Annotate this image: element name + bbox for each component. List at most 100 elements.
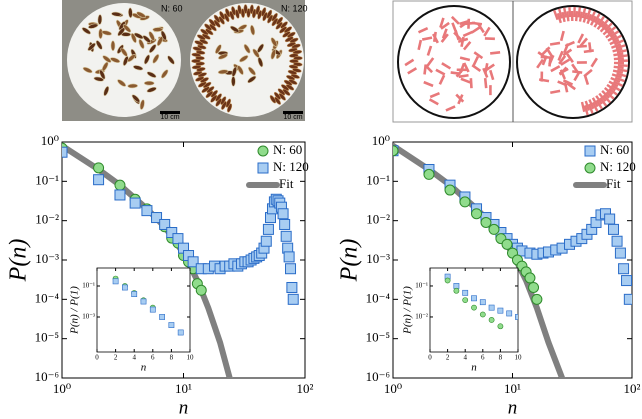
- y-tick-label: 10⁻⁴: [366, 290, 391, 305]
- legend-marker: [585, 163, 595, 173]
- y-axis-label: P(n) / P(1): [402, 286, 414, 335]
- rod: [153, 27, 163, 31]
- data-point: [498, 308, 503, 313]
- data-point: [196, 285, 206, 295]
- plot-area: [97, 268, 190, 352]
- rod: [618, 59, 628, 62]
- data-point: [489, 305, 494, 310]
- data-point: [471, 305, 476, 310]
- rod: [144, 81, 154, 85]
- y-tick-label: 10⁻³: [82, 313, 95, 321]
- y-tick-label: 10⁻¹: [82, 282, 95, 290]
- simulation-arena: [398, 6, 510, 118]
- x-tick-label: 2: [446, 354, 450, 362]
- data-point: [622, 276, 632, 286]
- data-point: [605, 214, 615, 224]
- photo-label: N: 60: [161, 3, 183, 13]
- data-point: [529, 282, 539, 292]
- data-point: [489, 224, 499, 234]
- scale-label: 10 cm: [160, 114, 179, 121]
- data-point: [261, 236, 271, 246]
- data-point: [57, 147, 67, 157]
- data-point: [263, 224, 273, 234]
- data-point: [288, 294, 298, 304]
- x-tick-label: 0: [95, 354, 99, 362]
- data-point: [445, 185, 455, 195]
- y-axis-label: P(n): [337, 239, 363, 283]
- data-point: [284, 252, 294, 262]
- y-tick-label: 10⁻²: [415, 313, 428, 321]
- x-tick-label: 10: [515, 354, 523, 362]
- data-point: [608, 224, 618, 234]
- y-tick-label: 10⁻¹: [35, 172, 59, 187]
- rod: [457, 68, 467, 71]
- data-point: [94, 175, 104, 185]
- data-point: [471, 296, 476, 301]
- y-tick-label: 10⁻²: [366, 212, 390, 227]
- y-tick-label: 10⁻⁵: [35, 330, 59, 345]
- rod: [485, 37, 495, 40]
- x-tick-label: 4: [132, 354, 136, 362]
- data-point: [115, 190, 125, 200]
- x-tick-label: 10²: [624, 381, 641, 396]
- y-tick-label: 10⁰: [41, 133, 59, 148]
- figure: N: 60 N: 120 10 cm 10 cm 10⁰10¹10²10⁻⁶10…: [0, 0, 642, 419]
- legend-marker: [258, 163, 268, 173]
- x-tick-label: 10²: [297, 381, 314, 396]
- photo-label: N: 120: [281, 3, 308, 13]
- data-point: [480, 312, 485, 317]
- x-tick-label: 6: [151, 354, 155, 362]
- legend-label: N: 120: [273, 159, 309, 174]
- y-tick-label: 10⁻⁶: [35, 369, 59, 384]
- rod: [571, 11, 574, 21]
- y-tick-label: 10⁻³: [35, 251, 59, 266]
- data-point: [280, 219, 290, 229]
- rod: [99, 29, 103, 39]
- data-point: [463, 290, 468, 295]
- data-point: [624, 294, 634, 304]
- data-point: [525, 273, 535, 283]
- data-point: [502, 239, 512, 249]
- data-point: [173, 234, 183, 244]
- photo-dish: [190, 3, 304, 117]
- data-point: [454, 288, 459, 293]
- legend-label: Fit: [606, 176, 621, 191]
- data-point: [445, 278, 450, 283]
- legend-label: N: 60: [273, 142, 302, 157]
- y-tick-label: 10⁻⁵: [366, 330, 390, 345]
- rod: [128, 84, 138, 88]
- data-point: [160, 314, 165, 319]
- y-tick-label: 10⁻⁶: [366, 369, 390, 384]
- data-point: [141, 299, 146, 304]
- rod: [231, 76, 235, 86]
- x-tick-label: 8: [170, 354, 174, 362]
- y-axis-label: P(n) / P(1): [69, 286, 81, 335]
- data-point: [281, 231, 291, 241]
- legend-label: N: 60: [600, 142, 629, 157]
- x-tick-label: 6: [481, 354, 485, 362]
- data-point: [115, 180, 125, 190]
- y-tick-label: 10⁻⁴: [35, 290, 60, 305]
- data-point: [142, 206, 152, 216]
- data-point: [94, 163, 104, 173]
- data-point: [472, 209, 482, 219]
- rod: [489, 85, 492, 95]
- data-point: [122, 285, 127, 290]
- y-tick-label: 10⁻²: [35, 212, 59, 227]
- legend-marker: [258, 146, 268, 156]
- x-tick-label: 10: [187, 354, 195, 362]
- data-point: [278, 209, 288, 219]
- legend-label: Fit: [279, 176, 294, 191]
- data-point: [130, 198, 140, 208]
- data-point: [150, 307, 155, 312]
- rod: [128, 8, 133, 18]
- rod: [98, 14, 102, 24]
- x-tick-label: 8: [499, 354, 503, 362]
- data-point: [454, 283, 459, 288]
- data-point: [612, 236, 622, 246]
- x-tick-label: 2: [114, 354, 118, 362]
- data-point: [532, 294, 542, 304]
- x-axis-label: n: [141, 362, 147, 374]
- data-point: [460, 197, 470, 207]
- rod: [577, 61, 587, 64]
